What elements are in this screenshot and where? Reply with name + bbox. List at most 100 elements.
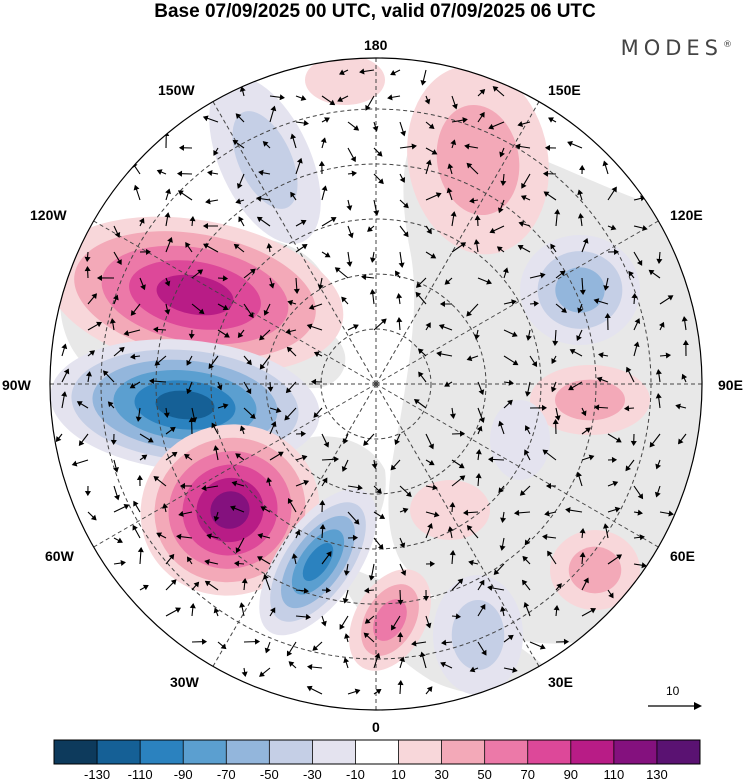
- wind-arrowhead: [614, 506, 621, 513]
- wind-arrowhead: [167, 237, 173, 243]
- wind-arrowhead: [524, 391, 531, 397]
- wind-arrowhead: [262, 141, 269, 147]
- wind-arrowhead: [290, 133, 297, 140]
- wind-arrowhead: [524, 539, 531, 546]
- wind-arrowhead: [267, 386, 274, 393]
- wind-arrowhead: [608, 592, 614, 599]
- wind-arrowhead: [346, 261, 353, 267]
- wind-arrowhead: [270, 421, 277, 427]
- wind-arrowhead: [232, 139, 239, 146]
- graticule: [50, 58, 702, 710]
- wind-arrowhead: [301, 454, 308, 461]
- wind-arrowhead: [486, 278, 492, 285]
- wind-arrowhead: [286, 346, 293, 353]
- wind-arrowhead: [130, 310, 137, 316]
- meridian-line: [93, 220, 377, 385]
- wind-arrowhead: [123, 330, 130, 336]
- wind-arrowhead: [675, 403, 681, 410]
- wind-arrowhead: [603, 523, 609, 529]
- wind-arrowhead: [625, 366, 632, 373]
- wind-arrowhead: [563, 638, 570, 645]
- colorbar-swatch: [97, 740, 141, 764]
- wind-arrowhead: [390, 464, 397, 471]
- positive-anomaly-scandinavia-level: [373, 599, 407, 641]
- wind-arrowhead: [493, 569, 500, 575]
- wind-arrowhead: [500, 180, 507, 187]
- wind-arrowhead: [525, 335, 532, 341]
- wind-arrowhead: [287, 299, 294, 306]
- wind-arrowhead: [285, 328, 291, 335]
- wind-arrowhead: [248, 312, 254, 319]
- wind-arrowhead: [109, 318, 116, 324]
- wind-arrowhead: [611, 456, 618, 463]
- wind-arrowhead: [188, 333, 195, 340]
- wind-arrowhead: [303, 120, 309, 127]
- wind-arrowhead: [446, 187, 453, 194]
- wind-arrowhead: [186, 359, 192, 366]
- wind-arrowhead: [239, 602, 246, 608]
- wind-arrowhead: [417, 348, 424, 355]
- wind-arrowhead: [201, 638, 208, 645]
- map-field: [50, 58, 702, 710]
- wind-arrowhead: [488, 123, 495, 130]
- colorbar-swatch: [613, 740, 658, 764]
- wind-arrowhead: [231, 480, 238, 487]
- wind-arrowhead: [306, 685, 313, 692]
- wind-arrowhead: [369, 257, 376, 263]
- wind-arrowhead: [399, 542, 406, 549]
- wind-arrowhead: [310, 378, 317, 385]
- wind-arrowhead: [156, 169, 163, 175]
- colorbar-swatch: [355, 740, 400, 764]
- wind-arrowhead: [293, 288, 300, 295]
- negative-anomaly-greenland-sea: [259, 488, 377, 636]
- wind-arrowhead: [189, 602, 196, 609]
- wind-arrowhead: [659, 321, 665, 328]
- wind-arrowhead: [368, 575, 375, 581]
- wind-arrowhead: [55, 436, 62, 442]
- wind-arrowhead: [325, 587, 332, 594]
- wind-arrowhead: [177, 190, 184, 196]
- wind-arrowhead: [133, 184, 140, 191]
- wind-arrowhead: [78, 440, 85, 446]
- colorbar-tick-label: -130: [84, 767, 111, 782]
- wind-arrowhead: [133, 500, 139, 507]
- wind-arrowhead: [440, 661, 447, 668]
- wind-arrowhead: [548, 117, 554, 123]
- wind-arrowhead: [204, 559, 210, 565]
- wind-arrowhead: [156, 532, 163, 538]
- map-boundary: [49, 57, 703, 711]
- negative-anomaly-greenland-sea-level: [302, 542, 334, 582]
- wind-arrowhead: [511, 331, 518, 337]
- wind-arrowhead: [561, 307, 567, 313]
- wind-arrowhead: [394, 270, 401, 277]
- wind-arrowhead: [515, 143, 521, 150]
- wind-arrowhead: [84, 256, 91, 263]
- wind-arrowhead: [377, 543, 384, 550]
- wind-arrowhead: [84, 265, 91, 272]
- wind-arrowhead: [139, 217, 145, 224]
- wind-arrowhead: [346, 205, 353, 211]
- modes-logo-text: MODES: [620, 36, 723, 60]
- wind-arrowhead: [639, 534, 645, 541]
- modes-logo-mark: ®: [723, 40, 732, 50]
- wind-arrowhead: [376, 488, 382, 494]
- wind-arrowhead: [318, 160, 325, 167]
- wind-arrowhead: [476, 425, 483, 432]
- wind-arrowhead: [489, 227, 496, 234]
- wind-arrowhead: [596, 376, 603, 383]
- wind-arrowhead: [313, 351, 320, 357]
- wind-arrowhead: [397, 679, 404, 686]
- wind-arrowhead: [364, 618, 371, 624]
- wind-arrowhead: [466, 525, 473, 531]
- meridian-line: [212, 383, 377, 667]
- wind-arrowhead: [531, 361, 538, 367]
- wind-arrowhead: [634, 318, 641, 324]
- wind-arrowhead: [541, 404, 548, 411]
- wind-arrowhead: [258, 169, 264, 176]
- lon-label-30e: 30E: [548, 674, 573, 690]
- wind-vectors: [55, 68, 689, 695]
- wind-arrowhead: [593, 404, 600, 411]
- wind-arrowhead: [411, 143, 417, 150]
- wind-arrowhead: [553, 604, 560, 611]
- wind-arrowhead: [544, 144, 551, 151]
